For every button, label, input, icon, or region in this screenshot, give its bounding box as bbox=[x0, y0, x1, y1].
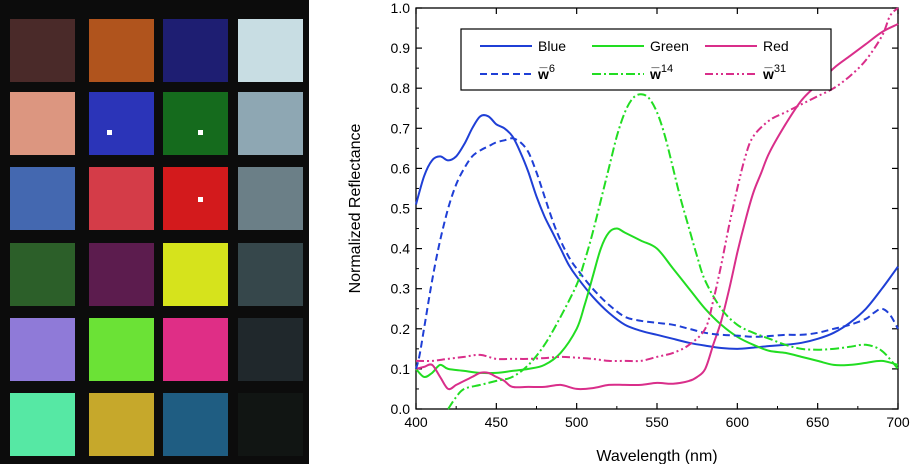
sample-marker bbox=[198, 130, 203, 135]
color-patch bbox=[89, 393, 154, 456]
color-patch bbox=[10, 167, 75, 230]
y-tick-label: 0.4 bbox=[391, 241, 411, 257]
legend-box bbox=[460, 28, 832, 91]
series-line-4 bbox=[447, 93, 899, 410]
y-tick-label: 0.2 bbox=[391, 321, 411, 337]
reflectance-chart: 400 450 500 550 600 650 700 0.0 0.1 0.2 0.3 0.4 0.5 0… bbox=[330, 0, 910, 469]
sample-marker bbox=[198, 197, 203, 202]
color-patch bbox=[238, 167, 303, 230]
series-line-1 bbox=[415, 227, 899, 379]
x-tick-label: 400 bbox=[404, 414, 428, 430]
color-patch bbox=[89, 243, 154, 306]
color-patch bbox=[10, 19, 75, 82]
y-tick-label: 0.6 bbox=[391, 160, 411, 176]
color-patch bbox=[163, 243, 228, 306]
color-patch bbox=[163, 393, 228, 456]
series-line-3 bbox=[415, 137, 899, 370]
color-patch bbox=[89, 167, 154, 230]
sample-marker bbox=[107, 130, 112, 135]
legend-label-1: Green bbox=[650, 38, 689, 54]
color-patch bbox=[89, 19, 154, 82]
legend-label-0: Blue bbox=[538, 38, 566, 54]
color-patch bbox=[163, 92, 228, 155]
x-tick-label: 500 bbox=[565, 414, 589, 430]
x-tick-label: 600 bbox=[726, 414, 750, 430]
y-tick-label: 0.7 bbox=[391, 120, 411, 136]
legend-superscript: 6 bbox=[549, 63, 555, 75]
color-patch bbox=[238, 243, 303, 306]
y-tick-label: 1.0 bbox=[391, 0, 411, 16]
legend-superscript: 31 bbox=[774, 63, 786, 75]
y-tick-label: 0.9 bbox=[391, 40, 411, 56]
x-tick-label: 550 bbox=[645, 414, 669, 430]
series-line-0 bbox=[415, 114, 899, 350]
color-patch bbox=[163, 167, 228, 230]
color-patch bbox=[10, 243, 75, 306]
series-line-5 bbox=[415, 7, 899, 363]
color-patch bbox=[163, 19, 228, 82]
legend-label-2: Red bbox=[763, 38, 789, 54]
color-patch bbox=[10, 393, 75, 456]
y-tick-label: 0.8 bbox=[391, 80, 411, 96]
color-patch bbox=[163, 318, 228, 381]
color-patch bbox=[10, 92, 75, 155]
y-axis-label: Normalized Reflectance bbox=[347, 123, 364, 293]
y-tick-label: 0.0 bbox=[391, 401, 411, 417]
color-patch bbox=[89, 92, 154, 155]
color-patch bbox=[238, 19, 303, 82]
color-patch bbox=[238, 393, 303, 456]
x-axis-label: Wavelength (nm) bbox=[596, 448, 717, 464]
x-tick-label: 650 bbox=[806, 414, 830, 430]
y-tick-label: 0.3 bbox=[391, 281, 411, 297]
color-patch bbox=[89, 318, 154, 381]
color-patch bbox=[238, 92, 303, 155]
color-patch bbox=[238, 318, 303, 381]
chart-canvas: 400 450 500 550 600 650 700 0.0 0.1 0.2 0.3 0.4 0.5 0… bbox=[347, 0, 910, 465]
color-checker-image bbox=[0, 0, 309, 464]
x-tick-label: 450 bbox=[485, 414, 509, 430]
color-patch bbox=[10, 318, 75, 381]
legend-superscript: 14 bbox=[661, 63, 673, 75]
y-tick-label: 0.1 bbox=[391, 361, 411, 377]
x-tick-label: 700 bbox=[886, 414, 910, 430]
y-tick-label: 0.5 bbox=[391, 201, 411, 217]
series-line-2 bbox=[415, 23, 899, 391]
